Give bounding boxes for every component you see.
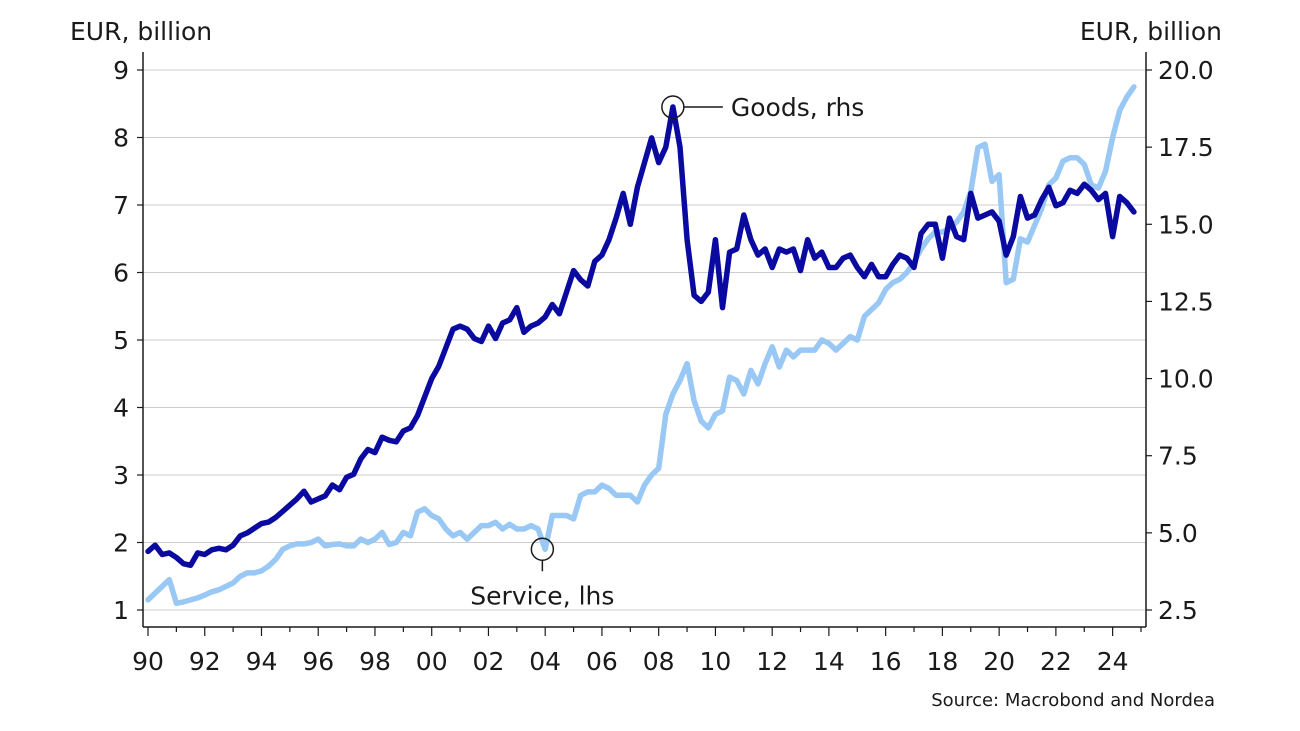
right-tick-label: 17.5 [1158, 133, 1214, 162]
left-axis-title: EUR, billion [70, 17, 212, 46]
service-annotation-label: Service, lhs [470, 581, 614, 610]
x-tick-label: 14 [813, 647, 845, 676]
left-tick-label: 1 [113, 596, 129, 625]
left-tick-label: 2 [113, 529, 129, 558]
left-tick-label: 4 [113, 394, 129, 423]
x-tick-label: 16 [870, 647, 902, 676]
x-tick-label: 02 [473, 647, 505, 676]
x-tick-label: 24 [1097, 647, 1129, 676]
right-tick-label: 15.0 [1158, 210, 1214, 239]
x-tick-label: 12 [756, 647, 788, 676]
right-tick-label: 12.5 [1158, 287, 1214, 316]
right-tick-label: 10.0 [1158, 365, 1214, 394]
x-tick-label: 90 [132, 647, 164, 676]
left-tick-label: 3 [113, 461, 129, 490]
x-tick-label: 08 [643, 647, 675, 676]
x-tick-label: 98 [359, 647, 391, 676]
goods-series-line [145, 104, 1137, 569]
axes: 1234567892.55.07.510.012.515.017.520.090… [113, 52, 1214, 676]
x-tick-label: 92 [189, 647, 221, 676]
left-tick-label: 6 [113, 259, 129, 288]
x-tick-label: 96 [302, 647, 334, 676]
x-tick-label: 10 [700, 647, 732, 676]
goods-annotation-label: Goods, rhs [731, 93, 864, 122]
x-tick-label: 94 [246, 647, 278, 676]
x-tick-label: 06 [586, 647, 618, 676]
x-tick-label: 00 [416, 647, 448, 676]
left-tick-label: 7 [113, 191, 129, 220]
annotation-layer: Goods, rhs Service, lhs [470, 93, 864, 610]
series-layer [145, 84, 1137, 607]
grid-lines [143, 69, 1146, 611]
left-tick-label: 5 [113, 326, 129, 355]
right-tick-label: 5.0 [1158, 519, 1198, 548]
source-note: Source: Macrobond and Nordea [931, 690, 1215, 711]
right-tick-label: 2.5 [1158, 596, 1198, 625]
x-tick-label: 18 [926, 647, 958, 676]
x-tick-label: 22 [1040, 647, 1072, 676]
service-series-line [145, 84, 1137, 607]
left-tick-label: 8 [113, 124, 129, 153]
right-tick-label: 20.0 [1158, 56, 1214, 85]
x-tick-label: 20 [983, 647, 1015, 676]
left-tick-label: 9 [113, 56, 129, 85]
x-tick-label: 04 [529, 647, 561, 676]
right-tick-label: 7.5 [1158, 442, 1198, 471]
right-axis-title: EUR, billion [1080, 17, 1222, 46]
